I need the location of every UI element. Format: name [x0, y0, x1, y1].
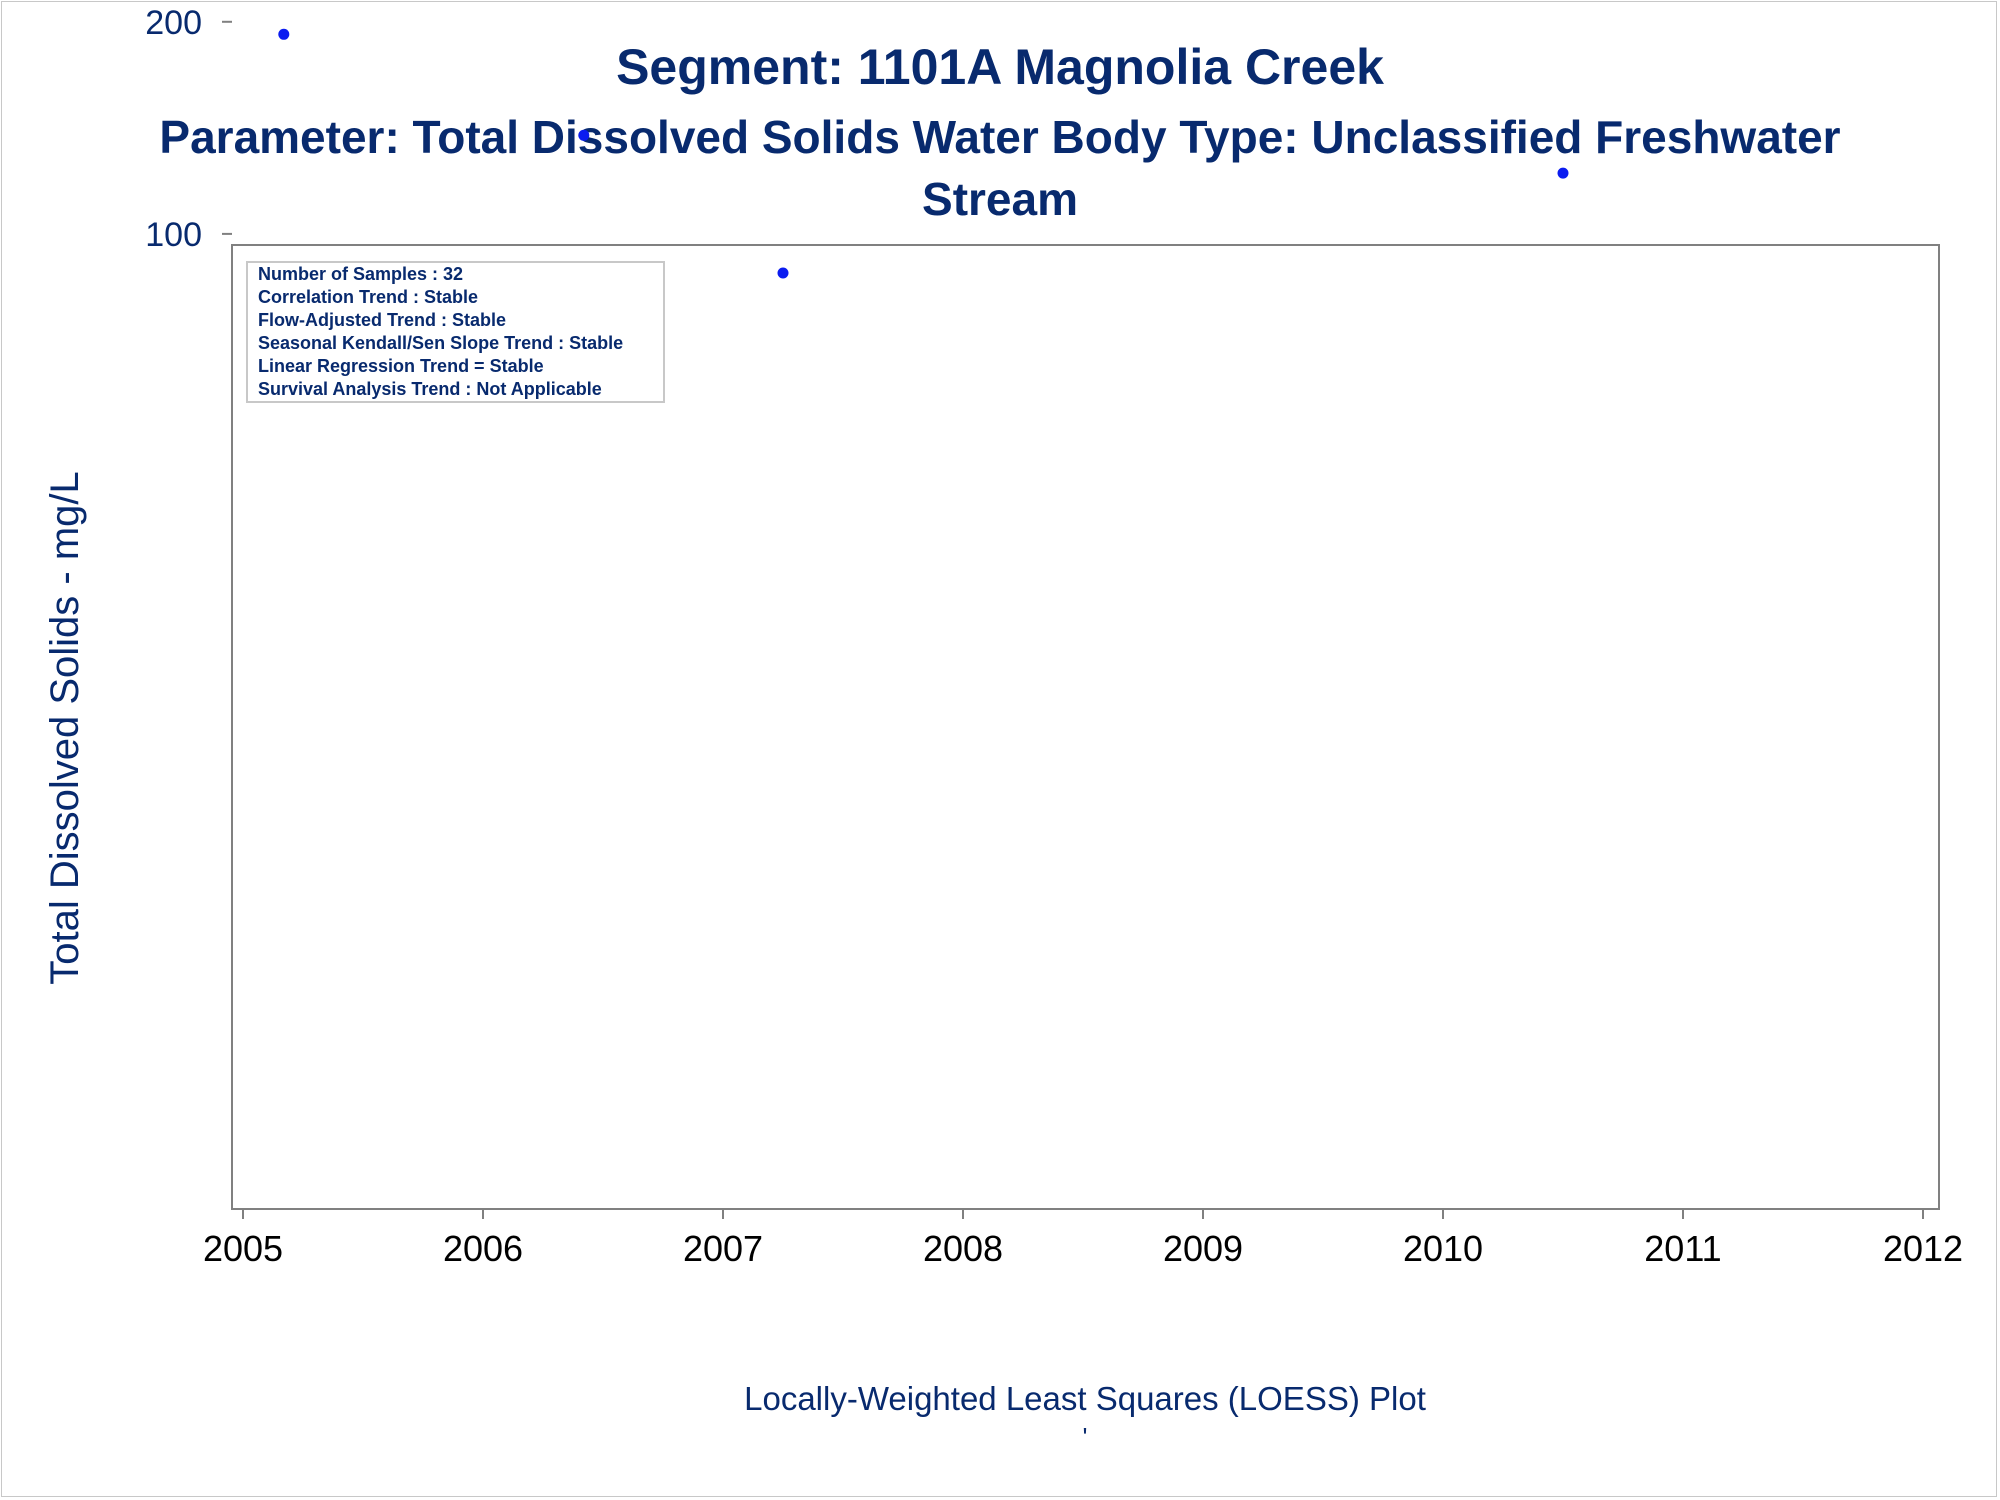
- plot-area: [231, 244, 1940, 1210]
- chart-title: Segment: 1101A Magnolia Creek: [616, 39, 1384, 95]
- x-tick-label: 2006: [443, 1228, 523, 1269]
- stats-line: Linear Regression Trend = Stable: [258, 356, 544, 376]
- stats-line: Survival Analysis Trend : Not Applicable: [258, 379, 602, 399]
- data-point: [777, 267, 789, 279]
- x-tick-label: 2005: [203, 1228, 283, 1269]
- y-tick-label: 100: [145, 216, 202, 254]
- data-point: [1557, 167, 1569, 179]
- data-point: [578, 129, 590, 141]
- x-tick-label: 2007: [683, 1228, 763, 1269]
- y-axis-label: Total Dissolved Solids - mg/L: [43, 471, 87, 985]
- stats-box: Number of Samples : 32 Correlation Trend…: [246, 261, 665, 403]
- x-tick-label: 2008: [923, 1228, 1003, 1269]
- data-points: [278, 28, 1569, 279]
- footnote: Locally-Weighted Least Squares (LOESS) P…: [744, 1380, 1426, 1417]
- x-axis: 2005 2006 2007 2008 2009 2010 2011 2012: [203, 1209, 1963, 1269]
- stats-line: Number of Samples : 32: [258, 264, 463, 284]
- stats-line: Correlation Trend : Stable: [258, 287, 478, 307]
- footnote-mark: ': [1082, 1422, 1088, 1452]
- x-tick-label: 2009: [1163, 1228, 1243, 1269]
- data-point: [278, 28, 290, 40]
- chart-subtitle: Parameter: Total Dissolved Solids Water …: [159, 111, 1841, 225]
- x-tick-label: 2012: [1883, 1228, 1963, 1269]
- stats-line: Seasonal Kendall/Sen Slope Trend : Stabl…: [258, 333, 623, 353]
- stats-box-frame: [246, 261, 665, 403]
- y-tick-label: 200: [145, 4, 202, 42]
- stats-line: Flow-Adjusted Trend : Stable: [258, 310, 506, 330]
- x-tick-label: 2011: [1644, 1228, 1721, 1269]
- y-axis: 100200300400500600700: [145, 4, 232, 254]
- x-tick-label: 2010: [1403, 1228, 1483, 1269]
